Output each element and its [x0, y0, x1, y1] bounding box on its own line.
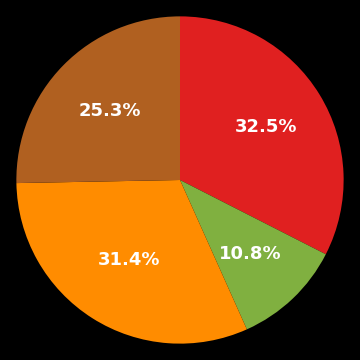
Text: 32.5%: 32.5%: [235, 118, 298, 136]
Text: 25.3%: 25.3%: [79, 102, 141, 120]
Text: 31.4%: 31.4%: [98, 251, 161, 269]
Wedge shape: [17, 180, 247, 344]
Wedge shape: [180, 180, 326, 329]
Wedge shape: [16, 16, 180, 183]
Text: 10.8%: 10.8%: [219, 244, 281, 262]
Wedge shape: [180, 16, 344, 254]
